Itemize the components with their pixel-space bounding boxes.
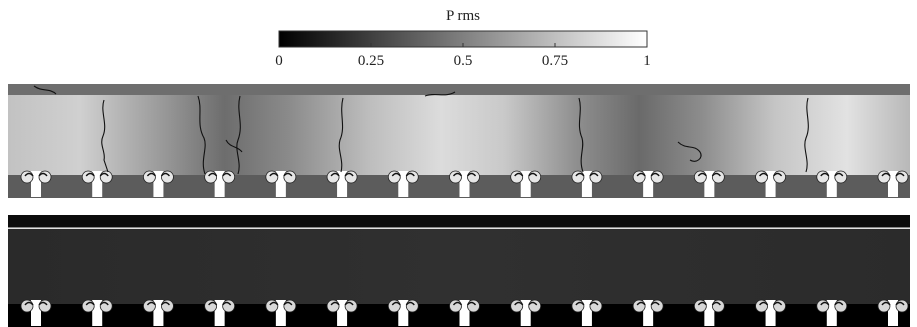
lower-top-band bbox=[8, 215, 910, 228]
liner-cavity bbox=[449, 299, 480, 326]
liner-cavity bbox=[81, 170, 113, 197]
liner-cavity bbox=[755, 299, 786, 326]
liner-cavity bbox=[204, 299, 236, 326]
liner-cavity bbox=[20, 170, 52, 197]
liner-cavity bbox=[20, 299, 52, 326]
colorbar-tick-label: 0.5 bbox=[454, 53, 473, 69]
liner-cavity bbox=[755, 170, 786, 197]
liner-cavity bbox=[510, 170, 542, 197]
upper-cavity-row bbox=[20, 170, 909, 197]
liner-cavity bbox=[632, 299, 664, 326]
colorbar-tick-label: 0.25 bbox=[358, 53, 384, 69]
upper-contour-lines bbox=[33, 85, 809, 175]
liner-cavity bbox=[143, 299, 174, 326]
lower-cavity-row bbox=[20, 299, 909, 326]
liner-cavity bbox=[81, 299, 113, 326]
liner-cavity bbox=[816, 170, 848, 197]
colorbar-tick-label: 0.75 bbox=[542, 53, 568, 69]
colorbar-tick-label: 0 bbox=[275, 53, 283, 69]
upper-flow-panel bbox=[8, 84, 910, 198]
liner-cavity bbox=[143, 170, 174, 197]
colorbar-title: P rms bbox=[446, 8, 480, 24]
liner-cavity bbox=[693, 299, 725, 326]
liner-cavity bbox=[387, 299, 419, 326]
liner-cavity bbox=[877, 299, 909, 326]
liner-cavity bbox=[387, 170, 419, 197]
upper-top-band bbox=[8, 84, 910, 95]
liner-cavity bbox=[265, 170, 297, 197]
colorbar-legend: P rms 0 0.25 0.5 0.75 1 bbox=[275, 8, 651, 69]
lower-duct-field bbox=[8, 229, 910, 304]
colorbar-ticks: 0 0.25 0.5 0.75 1 bbox=[275, 43, 651, 69]
liner-cavity bbox=[632, 170, 664, 197]
liner-cavity bbox=[265, 299, 297, 326]
colorbar-tick-label: 1 bbox=[643, 53, 651, 69]
liner-cavity bbox=[877, 170, 909, 197]
upper-duct-field bbox=[8, 95, 910, 175]
liner-cavity bbox=[204, 170, 236, 197]
liner-cavity bbox=[571, 170, 603, 197]
liner-cavity bbox=[449, 170, 480, 197]
liner-cavity bbox=[510, 299, 542, 326]
liner-cavity bbox=[571, 299, 603, 326]
lower-flow-panel bbox=[8, 215, 910, 327]
liner-cavity bbox=[693, 170, 725, 197]
liner-cavity bbox=[326, 170, 358, 197]
liner-cavity bbox=[816, 299, 848, 326]
liner-cavity bbox=[326, 299, 358, 326]
